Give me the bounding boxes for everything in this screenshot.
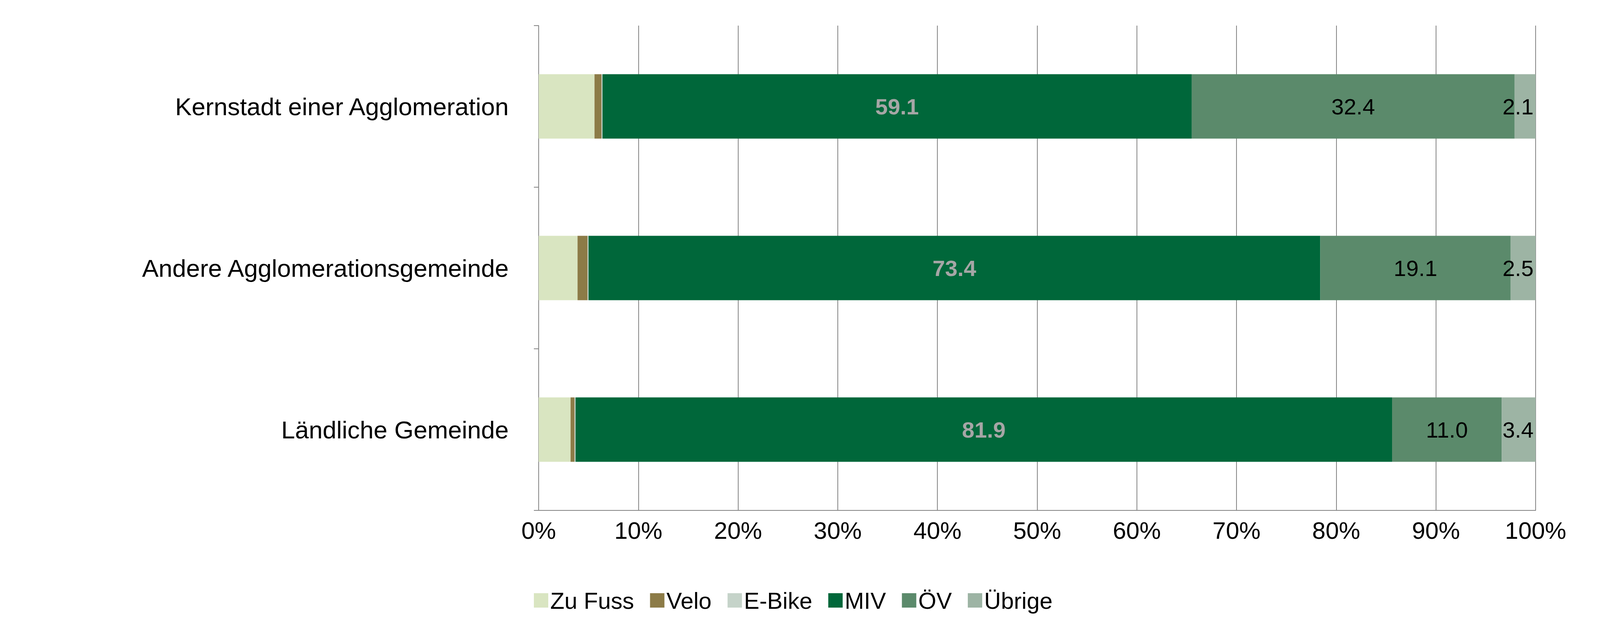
svg-text:100%: 100%: [1504, 517, 1567, 544]
svg-text:60%: 60%: [1112, 517, 1161, 544]
svg-text:90%: 90%: [1412, 517, 1461, 544]
svg-text:Andere Agglomerationsgemeinde: Andere Agglomerationsgemeinde: [141, 254, 509, 282]
svg-text:E-Bike: E-Bike: [743, 587, 813, 614]
svg-text:Übrige: Übrige: [984, 587, 1053, 614]
svg-text:30%: 30%: [813, 517, 862, 544]
svg-text:2.5: 2.5: [1502, 255, 1534, 281]
svg-text:MIV: MIV: [844, 587, 886, 614]
svg-text:50%: 50%: [1012, 517, 1061, 544]
svg-text:Ländliche Gemeinde: Ländliche Gemeinde: [281, 415, 509, 444]
svg-text:0%: 0%: [521, 517, 557, 544]
svg-text:Velo: Velo: [666, 587, 712, 614]
svg-text:11.0: 11.0: [1426, 417, 1469, 443]
svg-text:70%: 70%: [1212, 517, 1261, 544]
svg-text:73.4: 73.4: [932, 255, 977, 281]
svg-text:Kernstadt einer Agglomeration: Kernstadt einer Agglomeration: [175, 92, 509, 121]
svg-text:10%: 10%: [614, 517, 663, 544]
svg-text:19.1: 19.1: [1393, 255, 1438, 281]
svg-text:80%: 80%: [1312, 517, 1361, 544]
svg-text:2.1: 2.1: [1502, 93, 1534, 120]
svg-text:32.4: 32.4: [1331, 93, 1375, 120]
svg-text:ÖV: ÖV: [918, 587, 952, 614]
svg-text:81.9: 81.9: [962, 417, 1006, 443]
svg-text:3.4: 3.4: [1502, 417, 1534, 443]
svg-text:40%: 40%: [913, 517, 962, 544]
svg-text:59.1: 59.1: [875, 93, 919, 120]
svg-text:Zu Fuss: Zu Fuss: [550, 587, 635, 614]
svg-text:20%: 20%: [714, 517, 763, 544]
